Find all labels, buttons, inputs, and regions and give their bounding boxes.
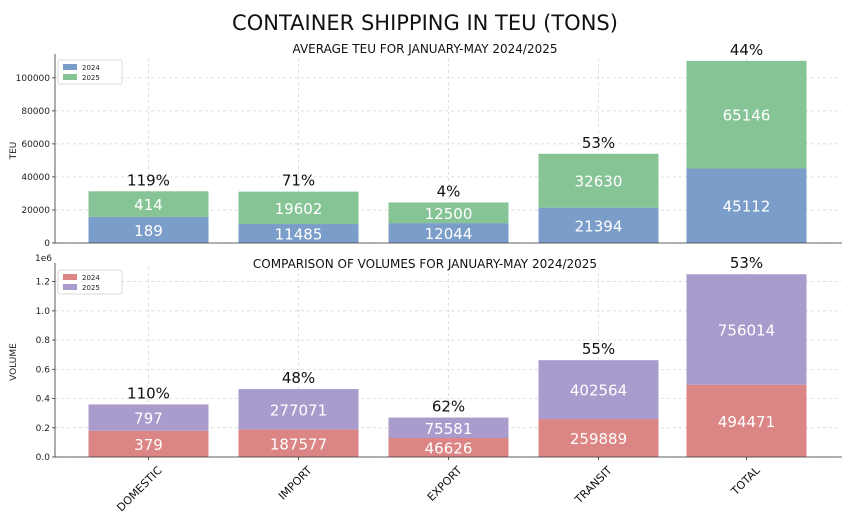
bar-2025-export — [388, 417, 509, 438]
growth-percent-label: 53% — [582, 134, 615, 152]
y-tick-label: 40000 — [21, 173, 50, 183]
growth-percent-label: 110% — [127, 384, 170, 402]
growth-percent-label: 53% — [730, 254, 763, 272]
x-tick-label: TRANSIT — [572, 464, 615, 507]
growth-percent-label: 55% — [582, 340, 615, 358]
bar-value-label: 494471 — [718, 413, 775, 431]
bar-2025-export — [388, 202, 509, 224]
y-tick-label: 80000 — [21, 107, 50, 117]
legend-swatch-2025 — [63, 284, 77, 290]
bar-value-label: 11485 — [275, 226, 323, 244]
growth-percent-label: 4% — [437, 182, 461, 200]
bar-2025-import — [238, 389, 359, 430]
bar-2025-domestic — [88, 404, 209, 431]
bar-2024-import — [238, 429, 359, 457]
bar-2025-transit — [538, 153, 659, 208]
bar-value-label: 189 — [134, 222, 163, 240]
bar-2024-export — [388, 438, 509, 457]
bar-value-label: 46626 — [425, 440, 473, 458]
x-tick-label: IMPORT — [276, 464, 315, 503]
bar-value-label: 19602 — [275, 200, 323, 218]
bar-2025-domestic — [88, 191, 209, 217]
bar-value-label: 65146 — [723, 107, 771, 125]
figure-title: CONTAINER SHIPPING IN TEU (TONS) — [232, 11, 618, 35]
x-tick-label: TOTAL — [728, 463, 763, 498]
y-tick-label: 0.4 — [36, 395, 51, 405]
x-tick-label: DOMESTIC — [114, 464, 165, 514]
y-tick-label: 20000 — [21, 206, 50, 216]
bar-value-label: 797 — [134, 410, 163, 428]
y-tick-label: 1.2 — [36, 278, 50, 288]
bar-2025-total — [686, 274, 807, 385]
bar-2025-import — [238, 191, 359, 225]
growth-percent-label: 71% — [282, 172, 315, 190]
bar-value-label: 379 — [134, 436, 163, 454]
legend-swatch-2024 — [63, 64, 77, 70]
bar-value-label: 75581 — [425, 420, 473, 438]
growth-percent-label: 119% — [127, 171, 170, 189]
y-axis-label: VOLUME — [9, 343, 19, 381]
bar-value-label: 12044 — [425, 225, 473, 243]
bar-2024-import — [238, 224, 359, 243]
y-scale-multiplier: 1e6 — [35, 254, 52, 264]
y-tick-label: 0.8 — [36, 336, 51, 346]
bar-value-label: 756014 — [718, 321, 775, 339]
chart-panel-2: 379 797 110% 187577 277071 48% 46626 75581 62% 25… — [9, 254, 842, 463]
bar-2024-export — [388, 223, 509, 243]
bar-value-label: 259889 — [570, 430, 627, 448]
legend-swatch-2024 — [63, 274, 77, 280]
bar-2024-domestic — [88, 430, 209, 457]
legend-label-2025: 2025 — [82, 74, 100, 82]
y-tick-label: 0.6 — [36, 365, 51, 375]
chart-panel-1: 189 414 119% 11485 19602 71% 12044 12500 4% 21394… — [9, 41, 842, 249]
bar-value-label: 277071 — [270, 401, 327, 419]
bar-2024-domestic — [88, 216, 209, 243]
bar-2024-transit — [538, 207, 659, 243]
bar-value-label: 402564 — [570, 382, 627, 400]
y-tick-label: 0 — [44, 239, 50, 249]
x-tick-label: EXPORT — [425, 464, 465, 504]
bar-value-label: 12500 — [425, 205, 473, 223]
legend-label-2025: 2025 — [82, 284, 100, 292]
bar-2025-transit — [538, 360, 659, 420]
bar-value-label: 21394 — [575, 217, 623, 235]
bar-2025-total — [686, 60, 807, 169]
y-tick-label: 0.2 — [36, 424, 50, 434]
growth-percent-label: 62% — [432, 398, 465, 416]
legend: 2024 2025 — [57, 59, 123, 85]
legend: 2024 2025 — [57, 269, 123, 295]
bar-value-label: 45112 — [723, 198, 771, 216]
legend-label-2024: 2024 — [82, 274, 100, 282]
bar-2024-total — [686, 168, 807, 243]
legend-label-2024: 2024 — [82, 64, 100, 72]
panel-title: AVERAGE TEU FOR JANUARY-MAY 2024/2025 — [293, 42, 558, 56]
bar-value-label: 187577 — [270, 435, 327, 453]
bar-2024-total — [686, 384, 807, 457]
bar-value-label: 32630 — [575, 173, 623, 191]
y-tick-label: 60000 — [21, 140, 50, 150]
panel-title: COMPARISON OF VOLUMES FOR JANUARY-MAY 20… — [253, 257, 597, 271]
growth-percent-label: 48% — [282, 369, 315, 387]
y-tick-label: 1.0 — [36, 307, 51, 317]
y-tick-label: 100000 — [16, 74, 51, 84]
bar-value-label: 414 — [134, 196, 163, 214]
bar-2024-transit — [538, 419, 659, 457]
y-tick-label: 0.0 — [36, 453, 51, 463]
y-axis-label: TEU — [9, 142, 19, 161]
legend-swatch-2025 — [63, 74, 77, 80]
growth-percent-label: 44% — [730, 41, 763, 59]
